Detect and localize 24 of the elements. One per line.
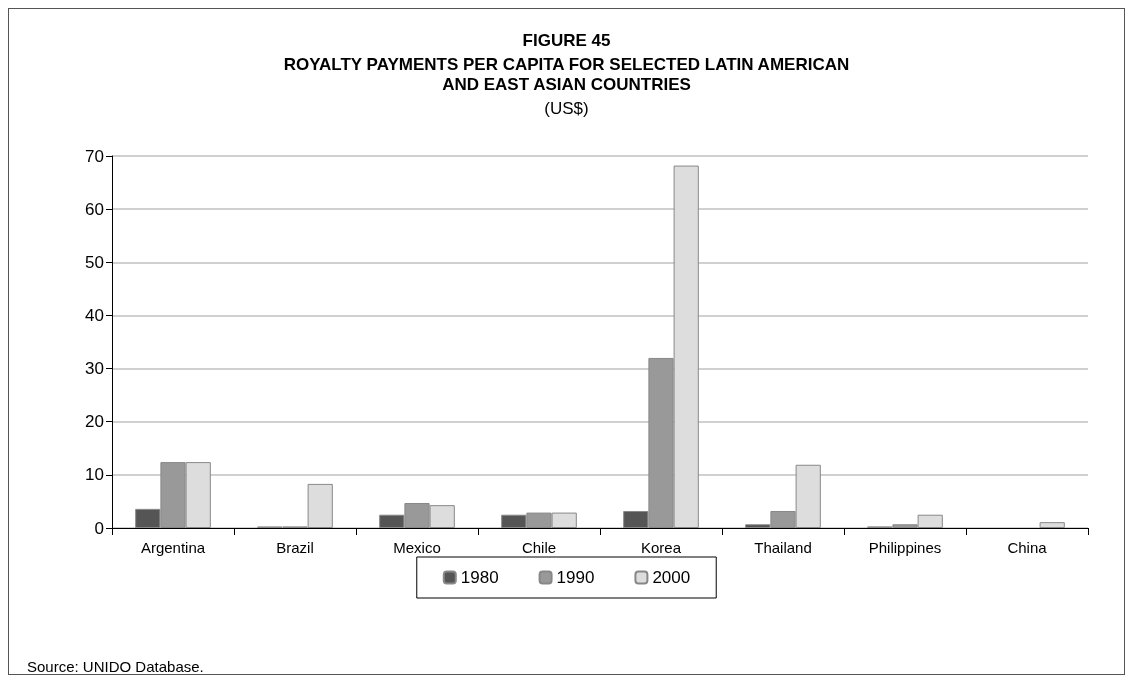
- source-note: Source: UNIDO Database.: [27, 658, 204, 675]
- y-tick-label: 40: [85, 305, 104, 325]
- y-tick-label: 10: [85, 465, 104, 485]
- x-tick-label: Mexico: [393, 539, 441, 556]
- y-tick-label: 20: [85, 412, 104, 432]
- chart-subtitle: ROYALTY PAYMENTS PER CAPITA FOR SELECTED LATIN AMERICAN AND EAST ASIAN COUNTRIES: [283, 54, 850, 94]
- y-tick-label: 50: [85, 252, 104, 272]
- x-tick-label: Brazil: [276, 539, 314, 556]
- x-tick-label: Philippines: [868, 539, 942, 556]
- legend-label: 1980: [460, 568, 499, 587]
- chart-title: FIGURE 45: [522, 31, 611, 50]
- y-axis-title: (US$): [544, 99, 589, 118]
- x-tick-label: Thailand: [754, 539, 812, 556]
- x-tick-label: China: [1007, 539, 1048, 556]
- y-tick-label: 70: [85, 146, 104, 166]
- bar: [1039, 522, 1065, 528]
- legend-label: 2000: [652, 568, 691, 587]
- legend-label: 1990: [556, 568, 595, 587]
- y-tick-label: 30: [85, 359, 104, 379]
- y-tick-label: 60: [85, 199, 104, 219]
- x-tick-label: Korea: [640, 539, 682, 556]
- y-tick-label: 0: [94, 518, 104, 538]
- x-tick-label: Chile: [521, 539, 557, 556]
- x-tick-label: Argentina: [140, 539, 206, 556]
